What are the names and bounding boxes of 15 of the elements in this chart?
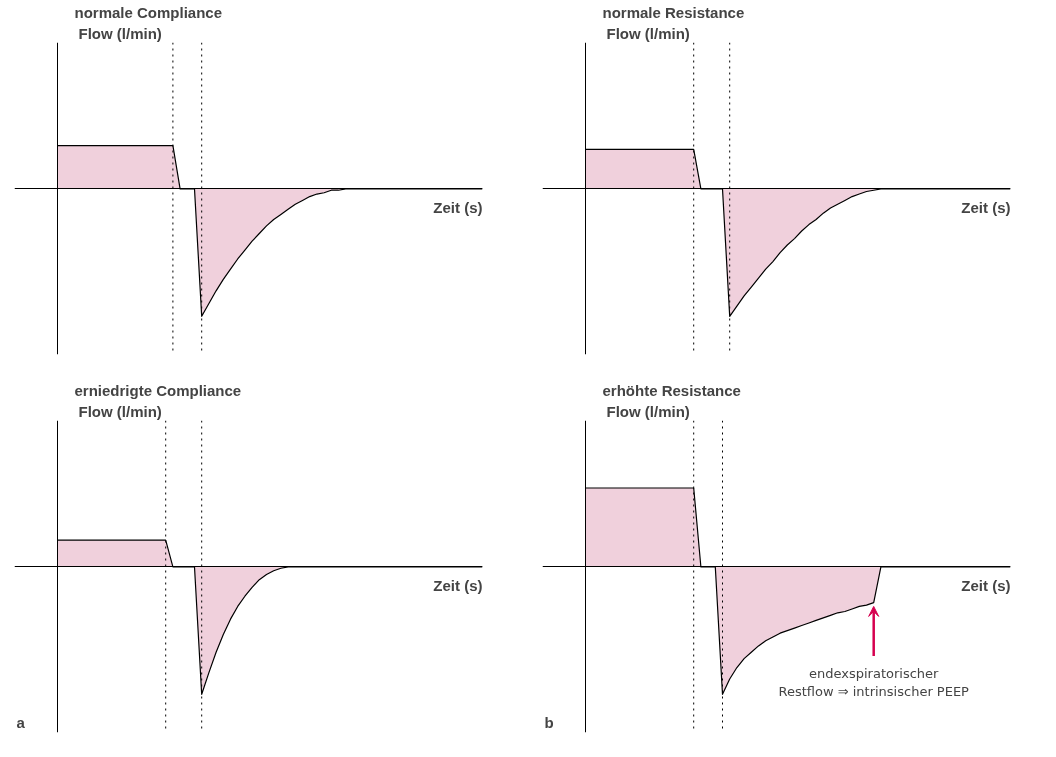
text: a [16,713,26,731]
annotation: endexspiratorischer Restflow ⇒ intrinsischer PEEP [778,666,970,700]
x-axis-title: Zeit (s) [961,198,1011,216]
chart-title: erhöhte Resistance [602,381,741,399]
chart-title: erniedrigte Compliance [74,381,242,399]
x-axis-title: Zeit (s) [961,576,1011,594]
chart-title: normale Resistance [602,3,745,21]
x-axis-title: Zeit (s) [433,576,483,594]
chart-title: normale Compliance [74,3,223,21]
y-axis-title: Flow (l/min) [606,402,690,420]
x-axis-title: Zeit (s) [433,198,483,216]
text: b [544,713,554,731]
y-axis-title: Flow (l/min) [606,24,690,42]
y-axis-title: Flow (l/min) [78,24,162,42]
y-axis-title: Flow (l/min) [78,402,162,420]
